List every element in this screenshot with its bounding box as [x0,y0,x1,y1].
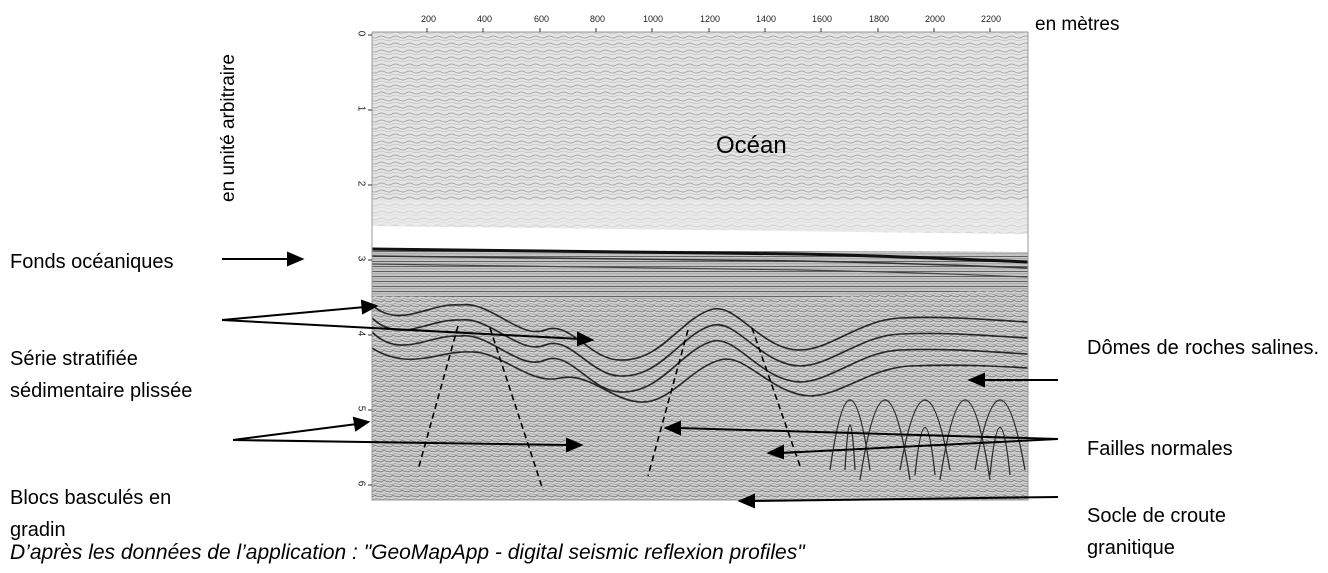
domes-label: Dômes de roches salines. [1087,332,1319,364]
y-tick-label: 2 [355,181,366,187]
y-tick-label: 0 [355,31,366,37]
y-tick-label: 1 [355,106,366,112]
x-tick-label: 1400 [756,14,776,24]
x-tick-label: 400 [477,14,492,24]
x-tick-label: 1000 [643,14,663,24]
x-tick-label: 1600 [812,14,832,24]
ocean-label: Océan [716,131,787,161]
fonds-oceaniques-label: Fonds océaniques [10,246,200,278]
x-axis-unit: en mètres [1035,12,1119,38]
blocs-bascules-label: Blocs basculés en gradin [10,482,220,546]
x-tick-label: 2200 [981,14,1001,24]
figure-caption: D’après les données de l’application : "… [10,541,805,565]
x-tick-label: 600 [534,14,549,24]
x-tick-label: 200 [421,14,436,24]
y-axis-unit: en unité arbitraire [216,54,242,202]
y-tick-label: 6 [355,481,366,487]
socle-label: Socle de croute granitique [1087,500,1287,564]
seismic-image [372,32,1028,500]
y-tick-label: 4 [355,331,366,337]
x-tick-label: 2000 [925,14,945,24]
serie-stratifiee-label: Série stratifiée sédimentaire plissée [10,343,210,407]
x-tick-label: 800 [590,14,605,24]
failles-normales-label: Failles normales [1087,436,1233,462]
x-tick-label: 1800 [869,14,889,24]
y-tick-label: 3 [355,256,366,262]
y-tick-label: 5 [355,406,366,412]
x-tick-label: 1200 [700,14,720,24]
